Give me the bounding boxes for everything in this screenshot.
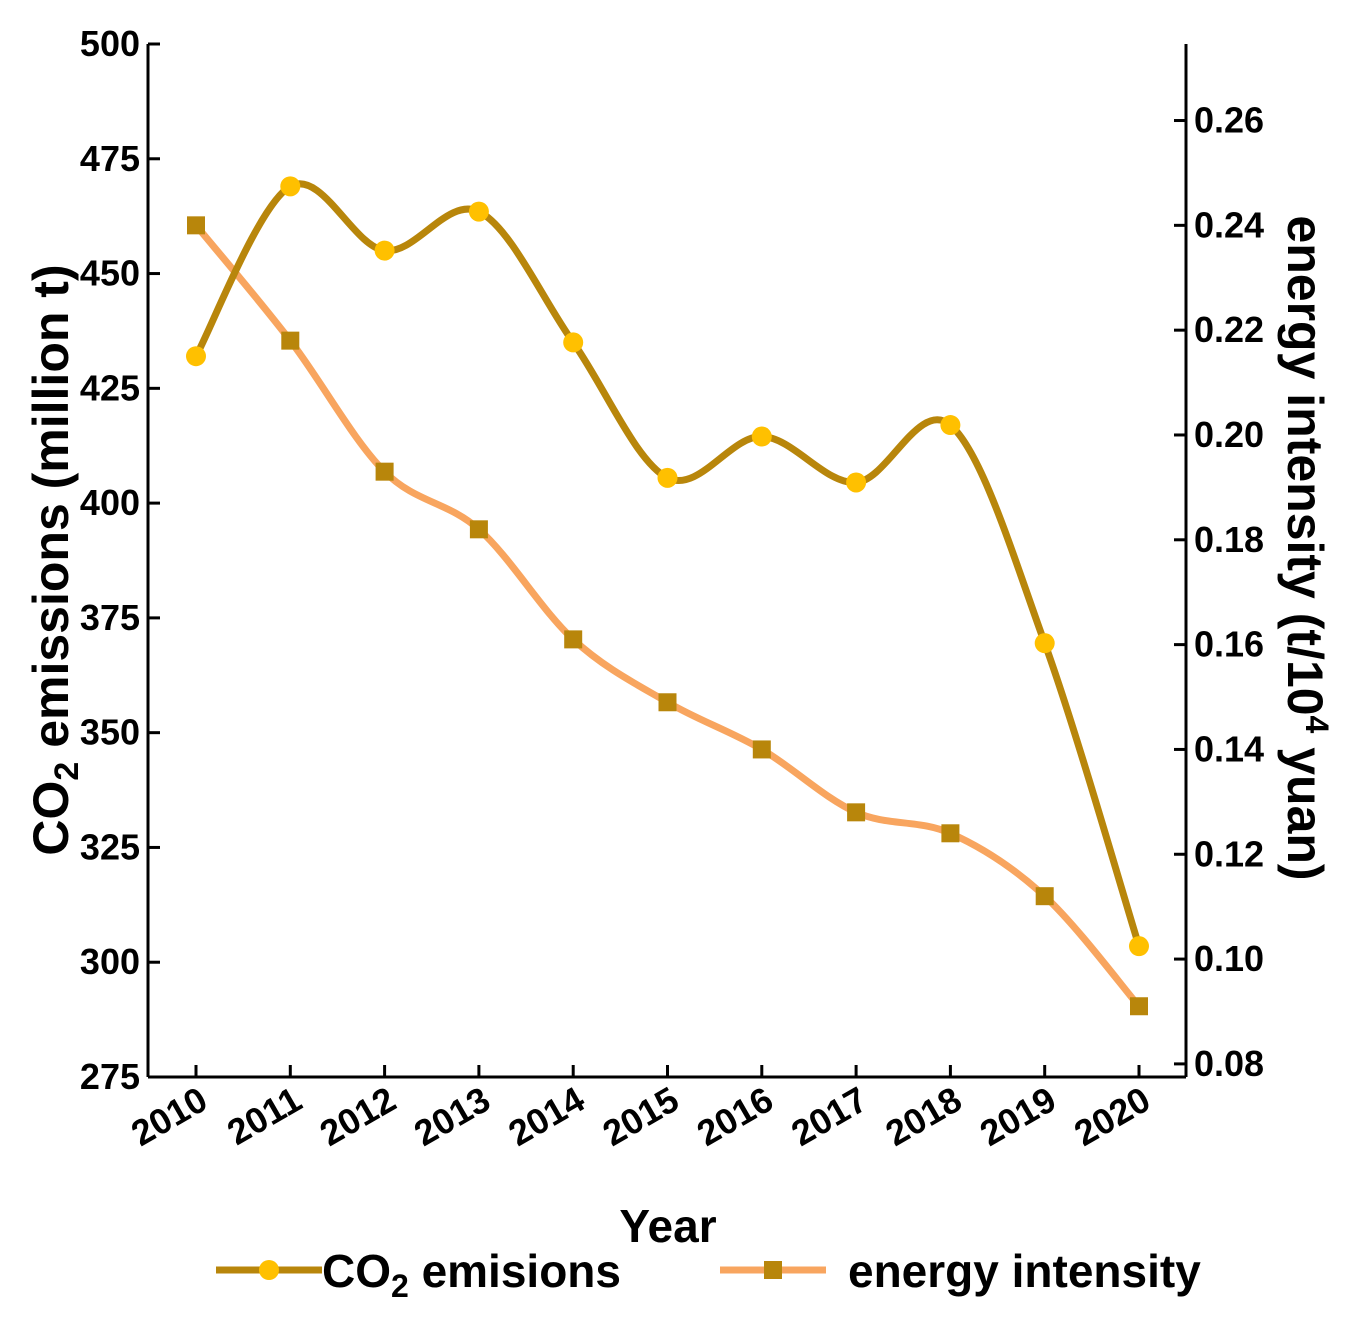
co2-point [751, 426, 772, 447]
co2-point [280, 176, 301, 197]
legend: CO2 emisions energy intensity [216, 1245, 1201, 1304]
y-tick-label: 400 [80, 482, 140, 523]
y-axis-title-suffix: emissions (million t) [23, 264, 79, 761]
co2-point [374, 240, 395, 261]
co2-point [563, 332, 584, 353]
co2-point [186, 346, 206, 367]
energy-intensity-legend-label: energy intensity [848, 1245, 1201, 1297]
energy-intensity-point [1130, 997, 1148, 1016]
y-tick-label: 500 [80, 23, 140, 64]
y2-axis-title-superscript: 4 [1299, 716, 1335, 734]
y-tick-label: 450 [80, 253, 140, 294]
legend-label-suffix: emisions [409, 1245, 621, 1297]
y2-tick-label: 0.18 [1194, 519, 1264, 560]
y2-tick-label: 0.26 [1194, 100, 1264, 141]
y2-axis-title-prefix: energy intensity (t/10 [1277, 215, 1333, 715]
x-tick-label: 2016 [690, 1078, 780, 1154]
y2-tick-label: 0.12 [1194, 833, 1264, 874]
energy-intensity-point [752, 740, 771, 759]
y2-tick-label: 0.24 [1194, 204, 1264, 245]
y-axis-title-subscript: 2 [48, 762, 86, 781]
energy-intensity-point [847, 803, 866, 822]
x-tick-label: 2020 [1067, 1078, 1157, 1154]
y-tick-label: 350 [80, 712, 140, 753]
x-tick-label: 2011 [220, 1078, 308, 1153]
legend-label-subscript: 2 [391, 1268, 409, 1304]
energy-intensity-line [193, 223, 1142, 1009]
y2-tick-label: 0.08 [1194, 1043, 1264, 1084]
x-tick-label: 2015 [596, 1078, 686, 1154]
y2-tick-label: 0.14 [1194, 728, 1264, 769]
y-axis-title-prefix: CO [23, 781, 79, 856]
x-tick-label: 2017 [784, 1078, 874, 1154]
co2-point [468, 201, 489, 222]
y-tick-label: 325 [80, 826, 140, 867]
co2-point [1034, 633, 1055, 654]
axes: 275 300 325 350 375 400 425 450 475 500 0.08 0.10 0.… [80, 23, 1264, 1154]
energy-intensity-point [187, 216, 205, 235]
y2-tick-label: 0.22 [1194, 309, 1264, 350]
co2-legend-label: CO2 emisions [322, 1245, 621, 1304]
energy-intensity-point [281, 331, 300, 350]
co2-point [846, 472, 867, 493]
y2-axis-title-suffix: yuan) [1277, 733, 1333, 880]
co2-point [1129, 936, 1149, 957]
legend-label-prefix: CO [322, 1245, 391, 1297]
energy-intensity-point [564, 630, 583, 649]
energy-intensity-point [1035, 887, 1054, 906]
energy-intensity-legend-marker [764, 1261, 782, 1279]
legend-label-prefix: energy intensity [848, 1245, 1201, 1297]
labels-layer: CO2 emissions (million t) energy intensi… [23, 215, 1335, 1252]
co2-line [192, 180, 1143, 948]
co2-legend-marker [259, 1260, 279, 1280]
energy-intensity-point [658, 693, 677, 712]
energy-intensity-point [469, 520, 488, 539]
x-tick-label: 2019 [973, 1078, 1063, 1154]
energy-intensity-point [941, 824, 960, 843]
y2-tick-label: 0.16 [1194, 624, 1264, 665]
y2-tick-label: 0.10 [1194, 938, 1264, 979]
y2-tick-label: 0.20 [1194, 414, 1264, 455]
y-tick-label: 300 [80, 941, 140, 982]
x-tick-label: 2018 [879, 1078, 969, 1154]
y2-axis-title: energy intensity (t/104 yuan) [1277, 215, 1335, 880]
series-layer [186, 176, 1149, 1016]
energy-intensity-point [375, 462, 394, 481]
co2-point [657, 467, 678, 488]
y-tick-label: 375 [80, 597, 140, 638]
x-tick-label: 2013 [407, 1078, 497, 1154]
y-tick-label: 275 [80, 1056, 140, 1097]
x-tick-label: 2012 [313, 1078, 403, 1154]
x-axis-title: Year [619, 1200, 716, 1252]
y-tick-label: 475 [80, 138, 140, 179]
co2-point [940, 415, 961, 436]
y-axis-title: CO2 emissions (million t) [23, 264, 86, 855]
x-tick-label: 2014 [501, 1078, 591, 1154]
y-tick-label: 425 [80, 367, 140, 408]
